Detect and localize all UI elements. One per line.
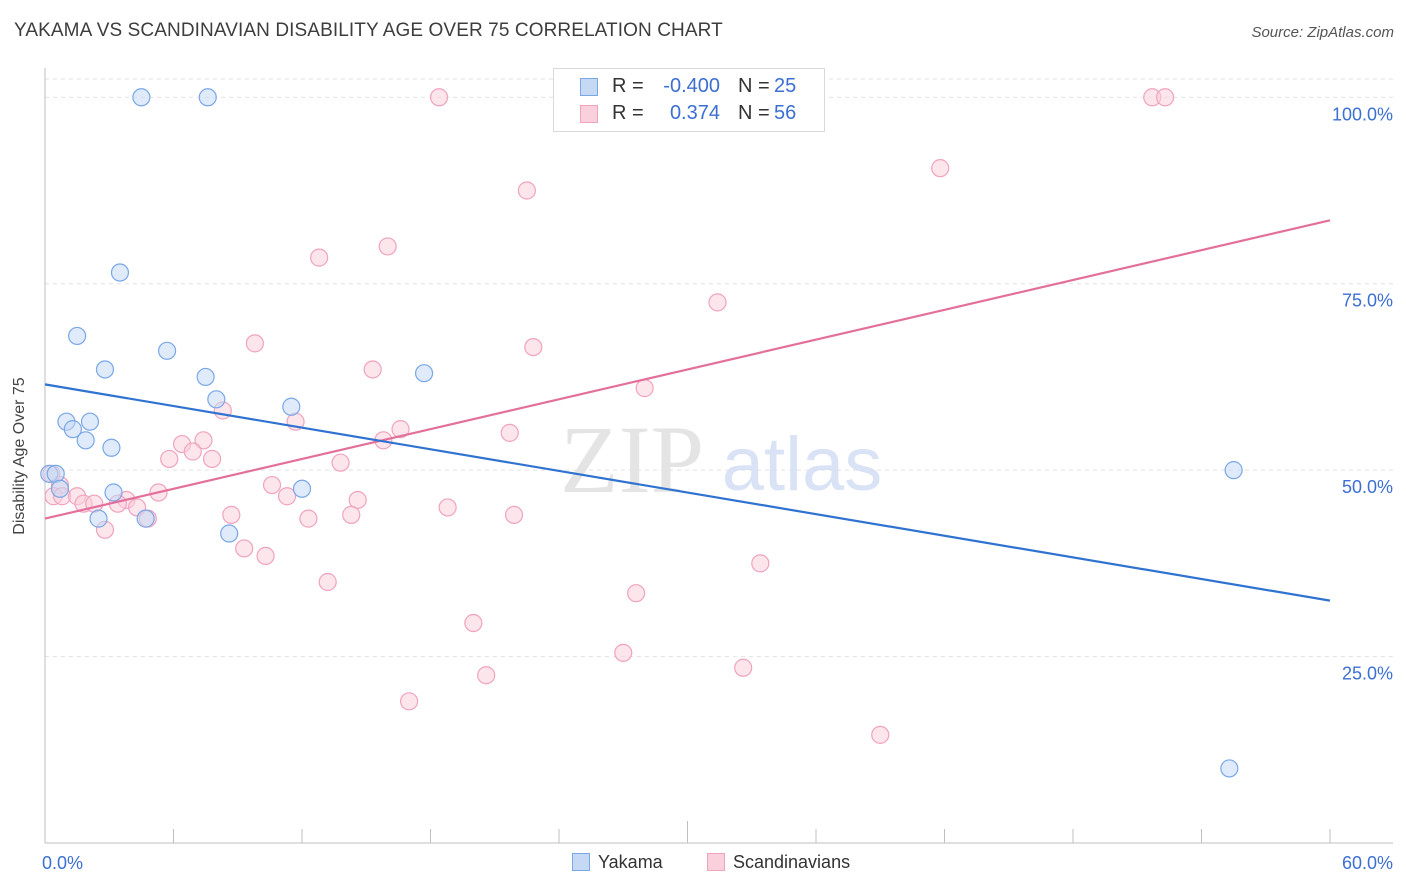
y-tick-label: 25.0% <box>1342 664 1393 684</box>
legend-r-label: R = <box>612 75 644 97</box>
scandinavians-point <box>399 692 419 711</box>
axes <box>44 68 1393 844</box>
yakama-point <box>207 390 226 409</box>
scandinavians-point <box>931 159 950 178</box>
scandinavians-point <box>183 442 202 461</box>
scandinavians-point <box>277 487 297 506</box>
yakama-point <box>76 431 95 450</box>
scandinavians-point <box>429 88 449 107</box>
scandinavians-point <box>635 379 654 398</box>
scandinavians-point <box>524 338 543 357</box>
scandinavians-point <box>378 237 397 256</box>
scandinavians-point <box>194 431 213 450</box>
scandinavians-point <box>222 505 241 524</box>
legend-r-value: 0.374 <box>669 102 720 124</box>
yakama-point <box>102 438 121 457</box>
scandinavians-point <box>245 334 264 353</box>
yakama-point <box>46 464 65 483</box>
scandinavians-point <box>262 475 282 495</box>
grid-lines <box>45 78 1393 658</box>
yakama-point <box>157 341 177 360</box>
yakama-point <box>1220 759 1239 778</box>
x-tick-label-max: 60.0% <box>1342 853 1393 873</box>
scandinavians-point <box>318 572 337 592</box>
legend-n-label: N = <box>738 102 770 124</box>
yakama-point <box>220 524 239 543</box>
yakama-point <box>63 420 82 439</box>
yakama-point <box>68 326 87 346</box>
watermark-atlas: atlas <box>722 422 883 507</box>
legend-n-value: 56 <box>774 102 797 124</box>
yakama-point <box>110 263 130 282</box>
scandinavians-point <box>256 546 275 566</box>
scandinavians-point <box>363 360 382 379</box>
scandinavians-point <box>708 293 727 312</box>
yakama-point <box>1224 461 1243 480</box>
scandinavians-point <box>517 181 536 200</box>
y-tick-label: 50.0% <box>1342 477 1393 497</box>
yakama-point <box>136 509 155 528</box>
yakama-point <box>89 509 108 528</box>
watermark-zip: ZIP <box>560 406 704 513</box>
scandinavians-point <box>734 658 753 677</box>
y-tick-label: 75.0% <box>1342 291 1393 311</box>
scandinavians-point <box>438 498 457 517</box>
correlation-legend: R = -0.400 N = 25 R = 0.374 N = 56 <box>553 68 825 132</box>
source-label: Source: ZipAtlas.com <box>1251 24 1394 41</box>
trend-line-yakama <box>44 383 1331 602</box>
scandinavians-point <box>160 449 179 469</box>
yakama-point <box>132 88 151 107</box>
scandinavians-point <box>342 505 361 524</box>
scandinavians-point <box>614 643 633 662</box>
x-tick-label-min: 0.0% <box>42 853 83 873</box>
scandinavians-point <box>751 554 770 573</box>
scandinavians-point <box>504 505 524 524</box>
legend-label-scandinavians: Scandinavians <box>733 852 851 872</box>
yakama-point <box>80 412 100 431</box>
tick-labels: 100.0% 75.0% 50.0% 25.0% 0.0% 60.0% <box>42 104 1393 873</box>
scandinavians-point <box>500 423 519 442</box>
scandinavians-point <box>464 613 483 633</box>
legend-n-value: 25 <box>774 75 797 97</box>
legend-label-yakama: Yakama <box>598 852 663 872</box>
yakama-point <box>414 364 434 383</box>
legend-swatch-yakama <box>580 78 598 96</box>
legend-swatch-yakama <box>572 853 590 871</box>
scandinavians-point <box>871 725 890 744</box>
scandinavians-point <box>331 453 350 472</box>
yakama-point <box>292 479 312 498</box>
scandinavians-point <box>299 509 318 528</box>
trend-lines <box>44 219 1331 602</box>
legend-row-scandinavians: R = 0.374 N = 56 <box>554 100 824 128</box>
yakama-point <box>104 483 123 502</box>
chart-title: YAKAMA VS SCANDINAVIAN DISABILITY AGE OV… <box>14 20 723 41</box>
yakama-point <box>95 360 115 379</box>
scandinavians-point <box>477 666 496 685</box>
legend-swatch-scandinavians <box>580 105 598 123</box>
yakama-point <box>282 397 301 416</box>
scandinavians-point <box>310 248 329 267</box>
legend-row-yakama: R = -0.400 N = 25 <box>554 73 824 101</box>
legend-n-label: N = <box>738 75 770 97</box>
legend-r-label: R = <box>612 102 644 124</box>
legend-swatch-scandinavians <box>707 853 725 871</box>
y-tick-label: 100.0% <box>1332 104 1393 124</box>
scandinavians-point <box>1155 88 1175 107</box>
scandinavians-point <box>626 584 646 603</box>
yakama-point <box>50 479 70 498</box>
yakama-point <box>196 367 215 387</box>
series-yakama-points <box>40 88 1243 778</box>
scandinavians-point <box>235 539 254 558</box>
scandinavians-point <box>391 420 410 439</box>
legend-item-yakama: Yakama <box>572 852 663 873</box>
series-scandinavians-points <box>42 88 1175 744</box>
legend-item-scandinavians: Scandinavians <box>707 852 850 873</box>
yakama-point <box>198 88 217 107</box>
trend-line-scandinavians <box>44 219 1331 520</box>
scandinavians-point <box>202 449 222 469</box>
watermark: ZIP atlas <box>560 406 882 513</box>
legend-r-value: -0.400 <box>663 75 720 97</box>
